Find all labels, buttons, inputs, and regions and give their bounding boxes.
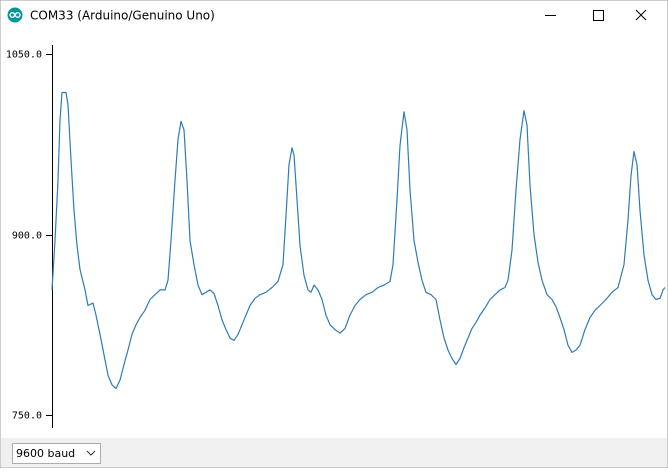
maximize-button[interactable] bbox=[593, 10, 604, 21]
baud-dropdown[interactable] bbox=[12, 443, 101, 464]
y-tick-label: 1050.0 bbox=[6, 50, 42, 61]
plot-area: 750.0 900.0 1050.0 bbox=[6, 45, 666, 428]
y-tick-label: 900.0 bbox=[12, 231, 42, 242]
status-bar bbox=[1, 438, 667, 467]
app-icon bbox=[7, 7, 23, 23]
data-line bbox=[51, 91, 666, 390]
close-button[interactable] bbox=[635, 9, 647, 21]
baud-value: 9600 baud bbox=[16, 447, 75, 460]
y-tick-label: 750.0 bbox=[12, 411, 42, 422]
window-title: COM33 (Arduino/Genuino Uno) bbox=[30, 9, 215, 23]
dropdown-arrow bbox=[86, 450, 96, 456]
